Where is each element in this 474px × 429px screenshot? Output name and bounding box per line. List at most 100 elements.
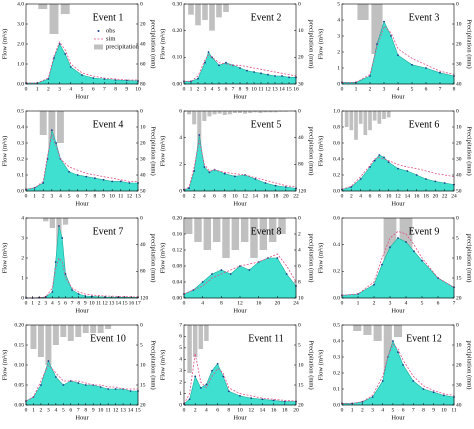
y2-tick-label: 10 <box>456 255 462 261</box>
x-tick-label: 4 <box>397 86 400 92</box>
x-tick-label: 10 <box>441 407 447 413</box>
sim-line <box>183 140 297 191</box>
precip-bar <box>253 111 258 113</box>
panel-title: Event 8 <box>251 226 282 237</box>
obs-point <box>188 398 191 401</box>
y-tick-label: 2 <box>179 379 182 385</box>
obs-point <box>69 380 72 382</box>
obs-point <box>397 237 399 239</box>
obs-point <box>392 340 394 342</box>
precip-bar <box>209 4 215 31</box>
precip-bar <box>268 218 277 242</box>
precip-bar <box>49 4 59 34</box>
y-tick-label: 0.4 <box>333 156 340 162</box>
y-tick-label: 0.3 <box>17 140 24 146</box>
precip-bar <box>212 111 217 115</box>
y2-tick-label: 20 <box>456 140 462 146</box>
precip-bar <box>195 4 201 26</box>
obs-point <box>413 250 415 253</box>
precip-bar <box>373 325 382 341</box>
y-tick-label: 0.2 <box>17 156 24 162</box>
x-tick-label: 1 <box>33 193 36 199</box>
y-tick-label: 2.0 <box>17 41 24 47</box>
y-tick-label: 0.0 <box>333 188 340 194</box>
obs-point <box>119 180 122 183</box>
y2-tick-label: 10 <box>456 124 462 130</box>
x-tick-label: 15 <box>135 407 141 413</box>
obs-point <box>357 293 359 295</box>
precip-bar <box>278 111 283 112</box>
obs-point <box>227 390 230 393</box>
precip-bar <box>232 111 237 113</box>
sim-line <box>25 133 138 190</box>
y-tick-label: 3.0 <box>17 21 24 27</box>
y2-tick-label: 5 <box>298 342 301 348</box>
x-axis-label: Hour <box>75 93 89 100</box>
x-tick-label: 6 <box>369 193 372 199</box>
sim-line <box>342 343 455 404</box>
precip-bar <box>60 4 70 14</box>
precip-bar <box>49 218 55 228</box>
x-tick-label: 0 <box>341 300 344 306</box>
y-axis-label: Flow (m³/s) <box>159 29 166 60</box>
x-axis-label: Hour <box>391 307 405 314</box>
precip-bar <box>37 325 44 357</box>
x-tick-label: 7 <box>77 407 80 413</box>
y2-axis-label: Precipitation (mm) <box>466 126 473 175</box>
y-tick-label: 7 <box>179 322 182 328</box>
obs-point <box>50 129 53 132</box>
precip-bar <box>223 4 229 12</box>
obs-point <box>373 283 375 286</box>
x-tick-label: 8 <box>94 193 97 199</box>
x-tick-label: 4 <box>201 300 204 306</box>
obs-point <box>94 177 96 180</box>
y2-tick-label: 40 <box>456 172 462 178</box>
x-tick-label: 13 <box>120 407 126 413</box>
x-tick-label: 15 <box>286 86 292 92</box>
y-tick-label: 0.20 <box>14 322 24 328</box>
x-tick-label: 20 <box>275 300 281 306</box>
x-tick-label: 10 <box>109 193 115 199</box>
precip-bar <box>353 325 362 331</box>
precip-bar <box>357 4 369 20</box>
obs-point <box>114 388 117 390</box>
sim-line <box>184 54 297 82</box>
y2-tick-label: 20 <box>298 55 304 61</box>
y2-tick-label: 40 <box>456 81 462 87</box>
y2-axis-label: Precipitation (mm) <box>466 19 473 68</box>
precip-bar <box>217 111 222 114</box>
sim-line <box>341 230 455 296</box>
obs-point <box>76 174 79 176</box>
y-axis-label: Flow (m³/s) <box>317 29 324 60</box>
obs-point <box>92 77 95 79</box>
x-tick-label: 11 <box>258 86 264 92</box>
y-tick-label: 4.0 <box>17 1 24 7</box>
obs-point <box>248 269 251 271</box>
x-tick-label: 0 <box>25 300 28 306</box>
precip-bar <box>184 218 193 234</box>
y-axis-label: Flow (m³/s) <box>159 243 166 274</box>
y2-tick-label: 0 <box>140 215 143 221</box>
x-axis-label: Hour <box>75 200 89 207</box>
plot-frame <box>25 110 139 192</box>
obs-point <box>422 388 425 390</box>
x-tick-label: 7 <box>232 86 235 92</box>
x-tick-label: 6 <box>92 86 95 92</box>
precip-bar <box>192 111 197 125</box>
x-tick-label: 8 <box>114 86 117 92</box>
x-tick-label: 1 <box>31 300 34 306</box>
y-tick-label: 0.6 <box>333 140 340 146</box>
x-tick-label: 10 <box>251 86 257 92</box>
obs-point <box>376 43 378 45</box>
precip-bar <box>363 111 368 135</box>
x-tick-label: 4 <box>59 193 62 199</box>
x-tick-label: 8 <box>453 86 456 92</box>
obs-point <box>220 269 223 271</box>
x-tick-label: 8 <box>223 193 226 199</box>
y2-axis-label: Precipitation (mm) <box>308 340 315 389</box>
panel: 0 1 2 3 4 5 6 7 8 9 10 11 12 13 14 150.000.050.100.150.… <box>1 322 156 421</box>
x-tick-label: 2 <box>38 300 41 306</box>
x-tick-label: 5 <box>62 407 65 413</box>
